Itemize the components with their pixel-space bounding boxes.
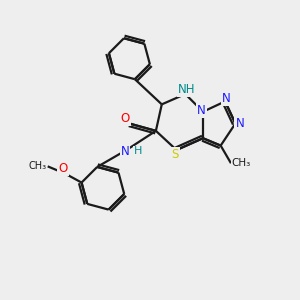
Text: H: H bbox=[134, 146, 142, 157]
Text: O: O bbox=[120, 112, 130, 125]
Text: CH₃: CH₃ bbox=[232, 158, 251, 168]
Text: N: N bbox=[236, 117, 244, 130]
Text: NH: NH bbox=[178, 83, 196, 96]
Text: N: N bbox=[197, 104, 206, 117]
Text: N: N bbox=[121, 145, 129, 158]
Text: O: O bbox=[58, 162, 68, 175]
Text: N: N bbox=[222, 92, 231, 105]
Text: CH₃: CH₃ bbox=[28, 161, 46, 171]
Text: S: S bbox=[171, 148, 179, 161]
